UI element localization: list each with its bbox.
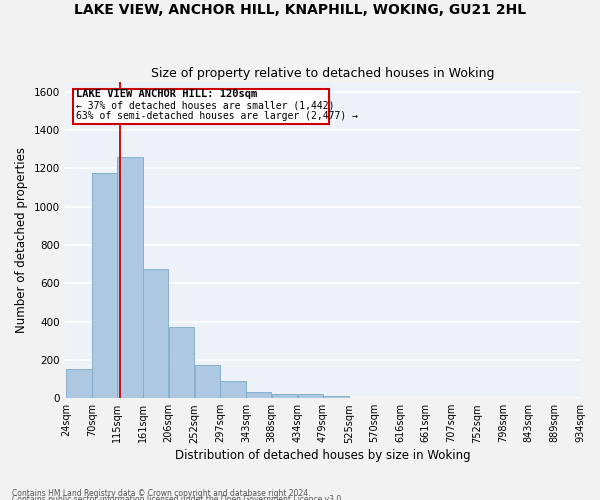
Bar	[66, 370, 92, 398]
Bar	[323, 396, 349, 398]
Text: Contains HM Land Registry data © Crown copyright and database right 2024.: Contains HM Land Registry data © Crown c…	[12, 489, 311, 498]
Bar	[118, 157, 143, 398]
Bar	[143, 269, 169, 398]
Bar	[169, 328, 194, 398]
Title: Size of property relative to detached houses in Woking: Size of property relative to detached ho…	[151, 66, 494, 80]
Bar	[272, 394, 297, 398]
Text: 63% of semi-detached houses are larger (2,477) →: 63% of semi-detached houses are larger (…	[76, 111, 358, 121]
Text: LAKE VIEW, ANCHOR HILL, KNAPHILL, WOKING, GU21 2HL: LAKE VIEW, ANCHOR HILL, KNAPHILL, WOKING…	[74, 2, 526, 16]
Text: LAKE VIEW ANCHOR HILL: 120sqm: LAKE VIEW ANCHOR HILL: 120sqm	[76, 89, 257, 99]
X-axis label: Distribution of detached houses by size in Woking: Distribution of detached houses by size …	[175, 450, 470, 462]
Text: ← 37% of detached houses are smaller (1,442): ← 37% of detached houses are smaller (1,…	[76, 100, 334, 110]
FancyBboxPatch shape	[73, 89, 329, 124]
Bar	[246, 392, 271, 398]
Bar	[92, 173, 117, 398]
Bar	[195, 364, 220, 398]
Bar	[298, 394, 323, 398]
Bar	[220, 381, 246, 398]
Y-axis label: Number of detached properties: Number of detached properties	[15, 147, 28, 333]
Text: Contains public sector information licensed under the Open Government Licence v3: Contains public sector information licen…	[12, 496, 344, 500]
